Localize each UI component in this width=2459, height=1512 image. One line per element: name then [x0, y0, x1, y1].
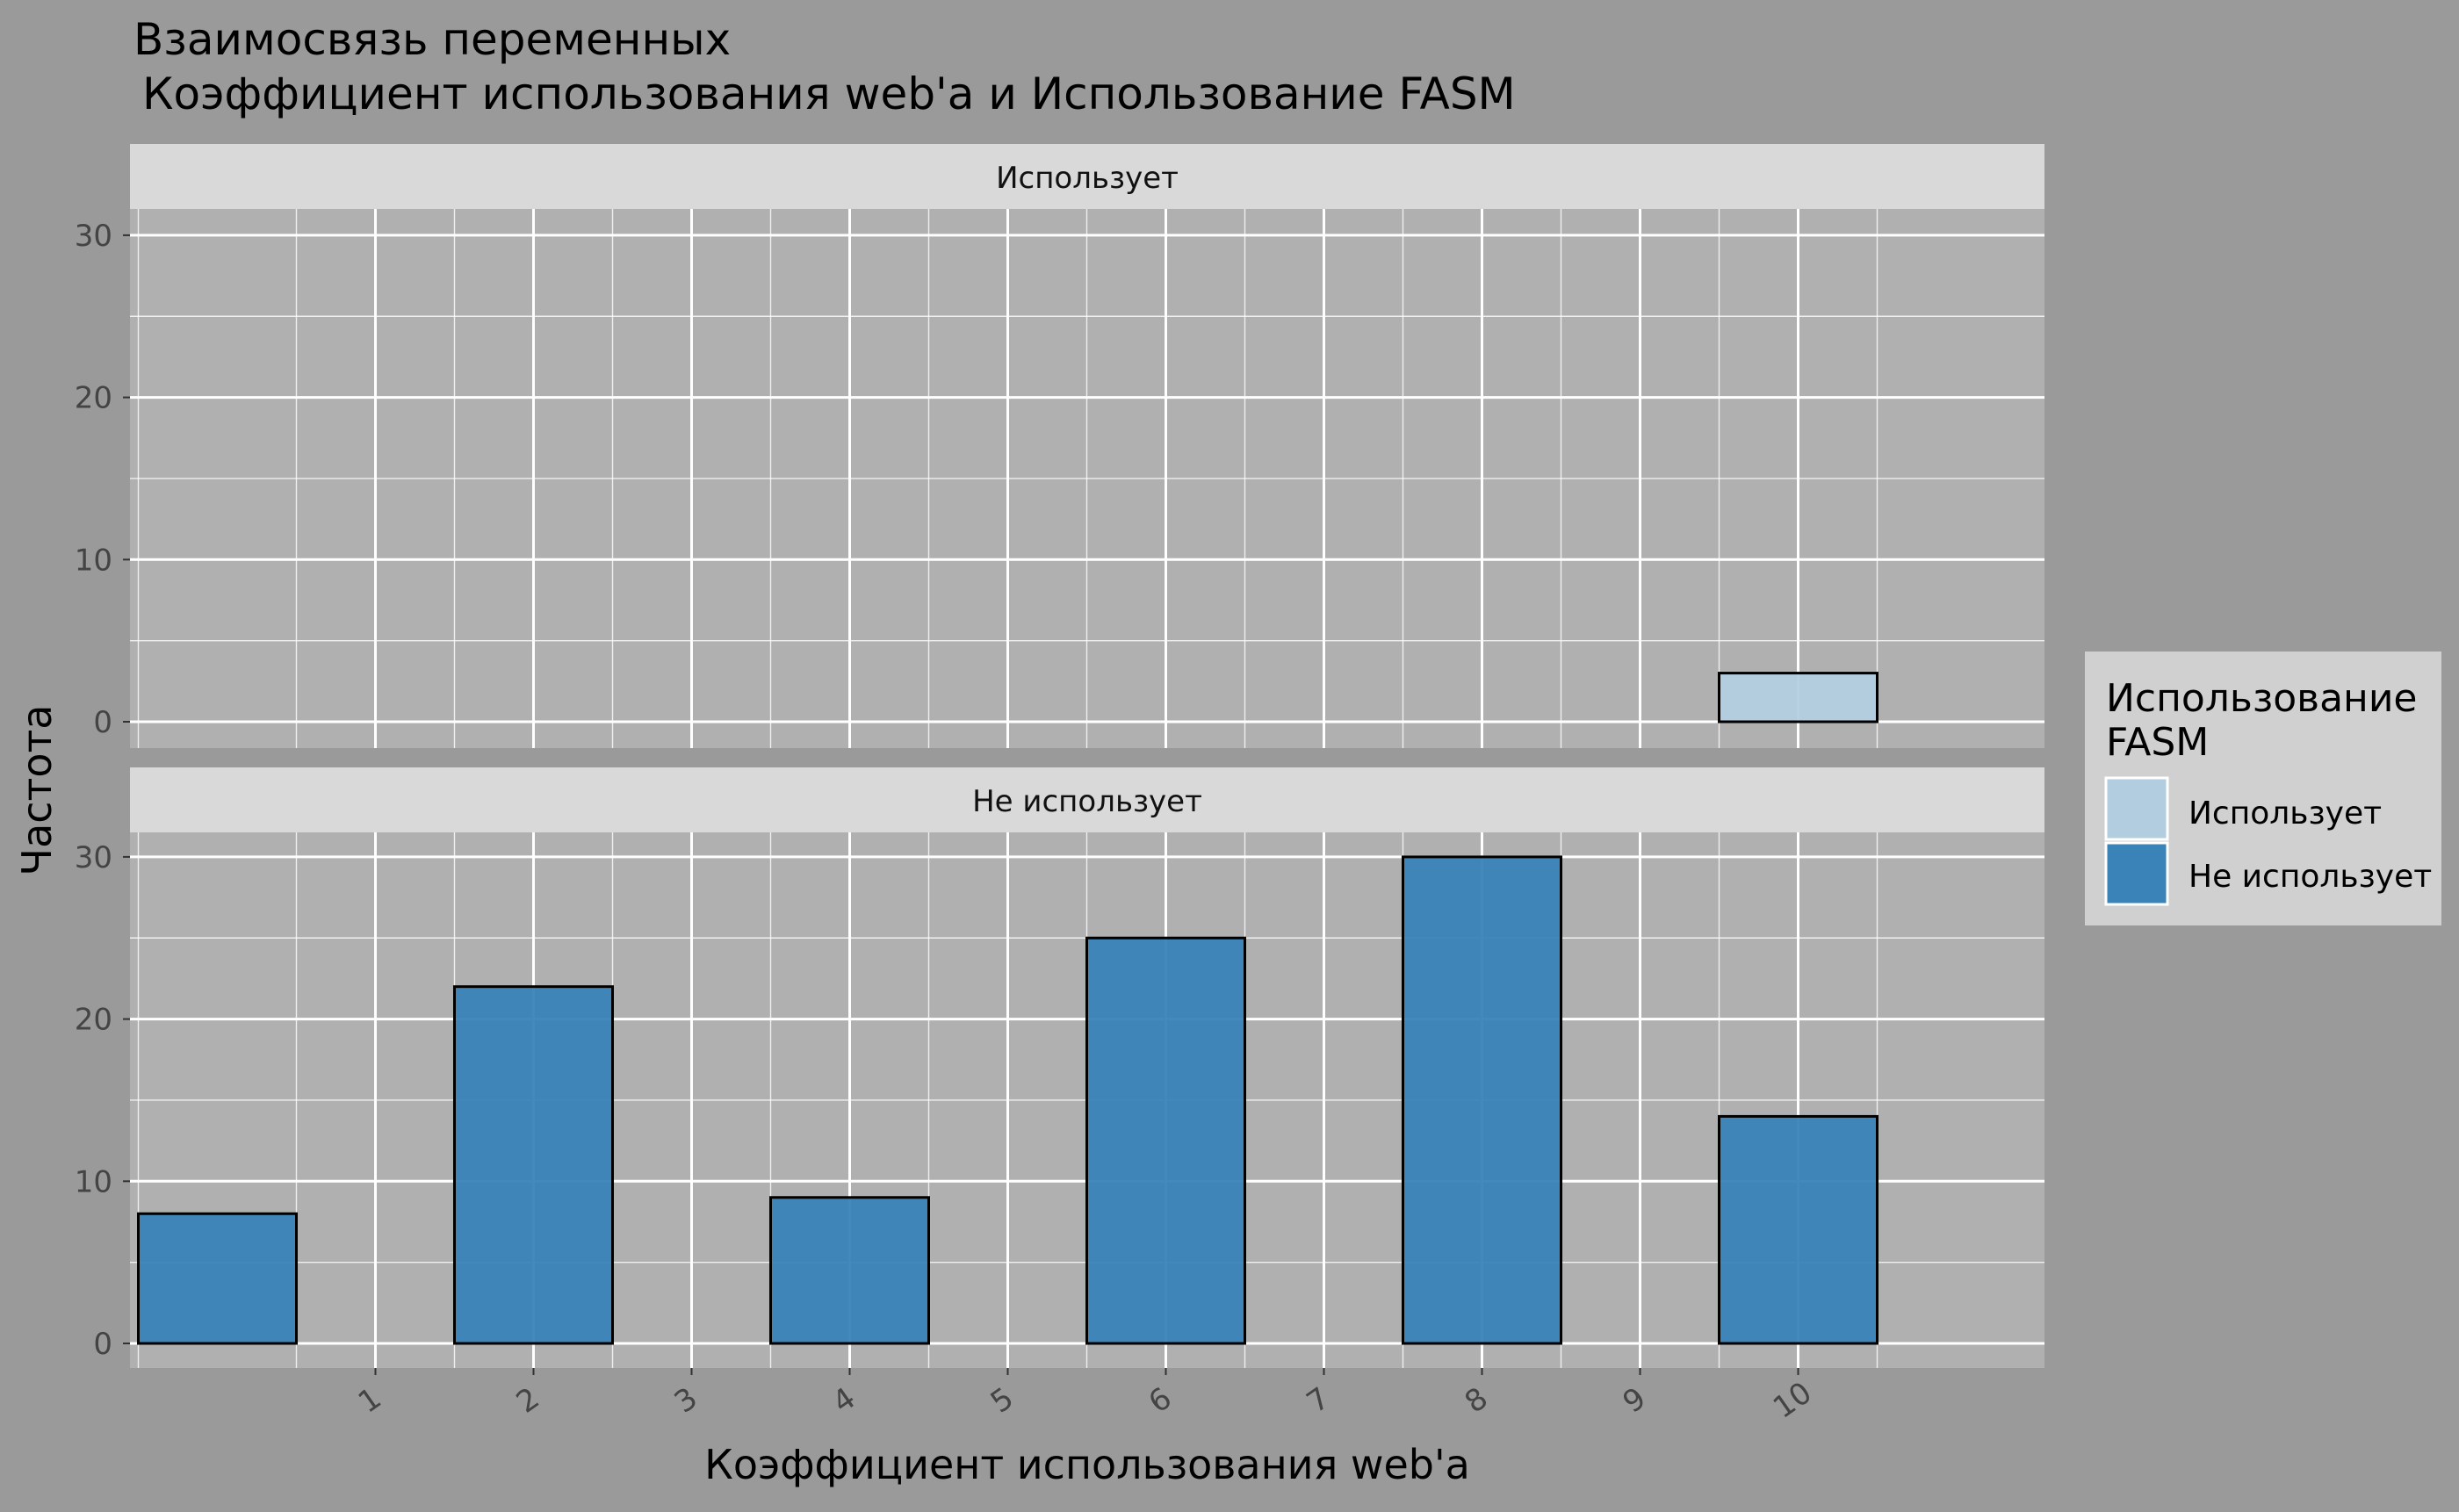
bar: [137, 1212, 298, 1345]
bar: [1402, 855, 1562, 1345]
bar: [1718, 1114, 1879, 1345]
bars: [137, 672, 1879, 1345]
legend-title-line-1: Использование: [2106, 676, 2418, 721]
facet-label-1: Использует: [996, 161, 1179, 196]
legend-swatch-uses: [2104, 776, 2169, 841]
y-tick-label: 30: [75, 219, 112, 254]
chart-title-line-1: Взаимосвязь переменных: [133, 14, 731, 65]
y-tick-label: 10: [75, 543, 112, 578]
facet-strip-2: [130, 767, 2044, 832]
bar: [1718, 672, 1879, 724]
chart-title-line-2: Коэффициент использования web'a и Исполь…: [142, 68, 1516, 119]
y-tick-label: 0: [93, 705, 112, 740]
y-tick-label: 30: [75, 840, 112, 875]
legend-title-line-2: FASM: [2106, 720, 2209, 765]
facet-strip-1: [130, 144, 2044, 209]
y-tick-label: 0: [93, 1327, 112, 1362]
legend-swatch-not-uses: [2104, 841, 2169, 906]
bar: [769, 1196, 930, 1345]
x-axis-label: Коэффициент использования web'a: [704, 1441, 1470, 1488]
bar: [1085, 936, 1246, 1345]
legend-label-uses: Использует: [2189, 796, 2382, 832]
legend-label-not-uses: Не использует: [2189, 859, 2432, 895]
y-tick-label: 20: [75, 1003, 112, 1038]
bar: [453, 985, 614, 1345]
y-tick-label: 10: [75, 1164, 112, 1199]
legend: Использование FASM Использует Не использ…: [2085, 652, 2441, 925]
y-axis-label: Частота: [13, 705, 61, 876]
facet-label-2: Не использует: [972, 784, 1202, 819]
y-tick-label: 20: [75, 381, 112, 416]
